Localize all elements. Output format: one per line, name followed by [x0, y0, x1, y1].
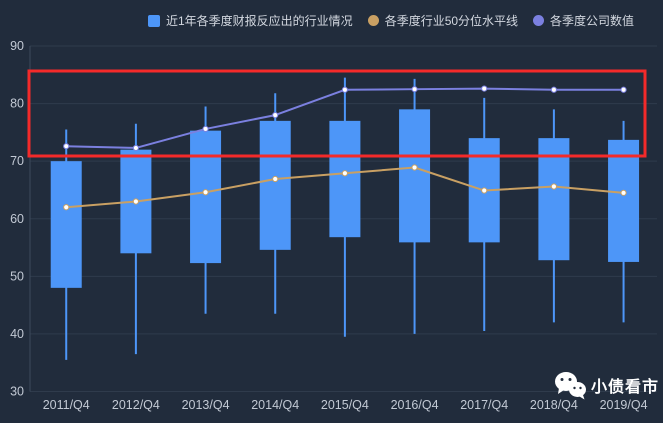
blue-square-legend-icon	[148, 14, 160, 27]
series-point	[132, 198, 139, 205]
y-axis-tick-label: 60	[10, 212, 24, 226]
legend-label: 各季度行业50分位水平线	[384, 14, 519, 28]
legend-item-company-line[interactable]: 各季度公司数值	[533, 12, 634, 29]
x-axis-tick-label: 2011/Q4	[43, 398, 90, 412]
wechat-icon	[554, 372, 586, 400]
y-axis-tick-label: 70	[10, 154, 24, 168]
candle-box	[50, 161, 82, 288]
series-point	[550, 183, 557, 190]
y-axis-tick-label: 80	[10, 97, 24, 111]
legend-label: 近1年各季度财报反应出的行业情况	[166, 14, 353, 28]
x-axis-tick-label: 2018/Q4	[530, 398, 578, 412]
series-point	[132, 144, 139, 152]
candle-box	[608, 139, 640, 262]
candle-box	[538, 138, 570, 261]
y-axis-tick-label: 50	[10, 269, 24, 283]
series-point	[341, 170, 348, 177]
watermark: 小债看市	[553, 370, 659, 400]
series-point	[481, 85, 488, 92]
orange-circle-legend-icon	[367, 15, 379, 26]
x-axis-tick-label: 2016/Q4	[391, 398, 439, 412]
x-axis-tick-label: 2015/Q4	[321, 398, 369, 412]
x-axis-tick-label: 2019/Q4	[600, 398, 648, 412]
legend-label: 各季度公司数值	[550, 14, 635, 28]
x-axis-tick-label: 2017/Q4	[460, 398, 508, 412]
candle-box	[399, 109, 431, 243]
series-point	[411, 164, 418, 171]
series-point	[272, 112, 279, 119]
x-axis-tick-label: 2014/Q4	[251, 398, 299, 412]
candle-box	[329, 120, 361, 238]
x-axis-tick-label: 2012/Q4	[112, 398, 160, 412]
series-point	[63, 143, 70, 150]
series-point	[272, 175, 279, 183]
series-point	[202, 189, 209, 196]
watermark-text: 小债看市	[590, 379, 659, 396]
series-point	[202, 125, 209, 133]
y-axis-tick-label: 30	[10, 385, 24, 399]
annotation-rectangle	[27, 69, 647, 158]
x-axis-tick-label: 2013/Q4	[182, 398, 230, 412]
series-point	[620, 189, 627, 196]
candle-box	[190, 130, 222, 264]
series-point	[341, 86, 348, 93]
series-point	[620, 86, 627, 93]
legend-item-industry-boxes[interactable]: 近1年各季度财报反应出的行业情况	[148, 12, 353, 29]
y-axis-tick-label: 40	[10, 327, 24, 341]
series-point	[481, 187, 488, 194]
series-point	[411, 86, 418, 93]
chart-legend: 近1年各季度财报反应出的行业情况 各季度行业50分位水平线 各季度公司数值	[148, 12, 634, 29]
candle-box	[259, 120, 291, 250]
y-axis-tick-label: 90	[10, 39, 24, 53]
purple-circle-legend-icon	[533, 15, 545, 26]
series-point	[550, 86, 557, 93]
series-point	[63, 204, 70, 211]
legend-item-percentile-line[interactable]: 各季度行业50分位水平线	[367, 12, 519, 29]
